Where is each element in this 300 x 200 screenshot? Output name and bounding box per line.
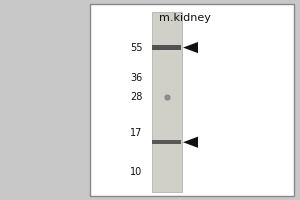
- Text: 55: 55: [130, 43, 142, 53]
- Polygon shape: [183, 137, 198, 148]
- FancyBboxPatch shape: [152, 140, 181, 144]
- FancyBboxPatch shape: [90, 4, 294, 196]
- FancyBboxPatch shape: [152, 45, 181, 50]
- Text: 28: 28: [130, 92, 142, 102]
- Text: m.kidney: m.kidney: [159, 13, 210, 23]
- Text: 36: 36: [130, 73, 142, 83]
- Text: 17: 17: [130, 128, 142, 138]
- Polygon shape: [183, 42, 198, 53]
- Text: 10: 10: [130, 167, 142, 177]
- FancyBboxPatch shape: [152, 12, 182, 192]
